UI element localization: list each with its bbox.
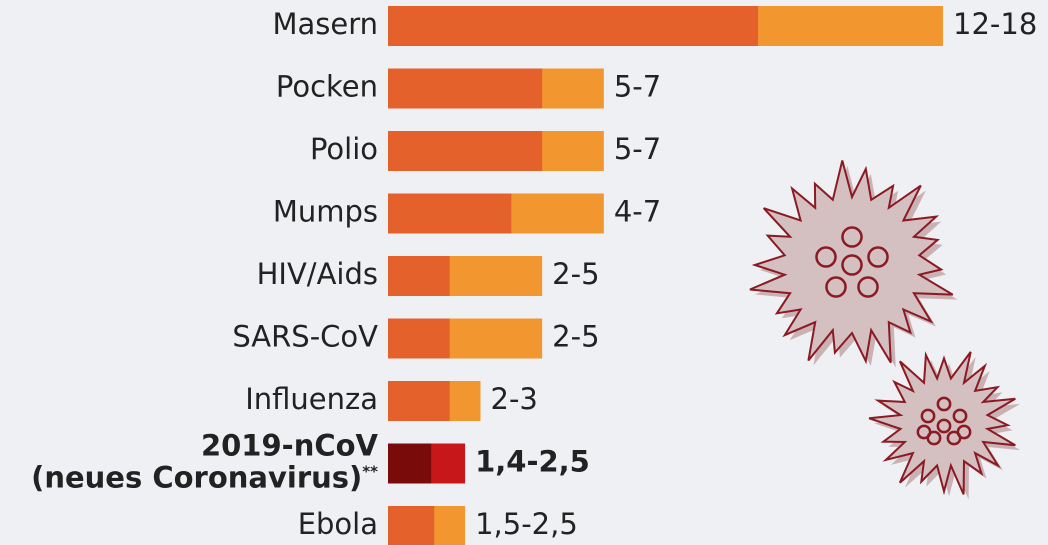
virus-body [869,352,1015,495]
range-label: 5-7 [614,132,661,166]
category-label: Pocken [276,70,378,104]
bar-segment [388,6,758,46]
range-label: 2-5 [552,257,599,291]
category-label: Influenza [245,382,378,416]
virus-icon [750,161,958,368]
bar-segment [388,319,450,359]
range-label: 1,5-2,5 [475,507,578,541]
bar-segment [388,256,450,296]
range-label: 2-5 [552,320,599,354]
range-label: 1,4-2,5 [475,445,590,479]
category-label: Ebola [298,507,378,541]
category-label: HIV/Aids [257,257,378,291]
bar-segment [388,506,434,545]
category-label: Masern [272,7,378,41]
bar-segment [388,131,542,171]
category-label: Polio [310,132,378,166]
range-label: 12-18 [953,7,1037,41]
bar-segment [388,69,542,109]
virus-body [750,161,953,363]
category-label: 2019-nCoV(neues Coronavirus)** [31,429,378,495]
range-label: 5-7 [614,70,661,104]
range-label: 4-7 [614,195,661,229]
bar-segment [388,444,431,484]
chart: Masern 12-18 Pocken 5-7 Polio 5-7 Mumps 4-7 HIV/… [0,0,1048,545]
virus-icon [869,352,1020,500]
category-label: SARS-CoV [232,320,378,354]
category-label: Mumps [273,195,378,229]
bar-segment [388,381,450,421]
bar-segment [388,194,511,234]
range-label: 2-3 [491,382,538,416]
